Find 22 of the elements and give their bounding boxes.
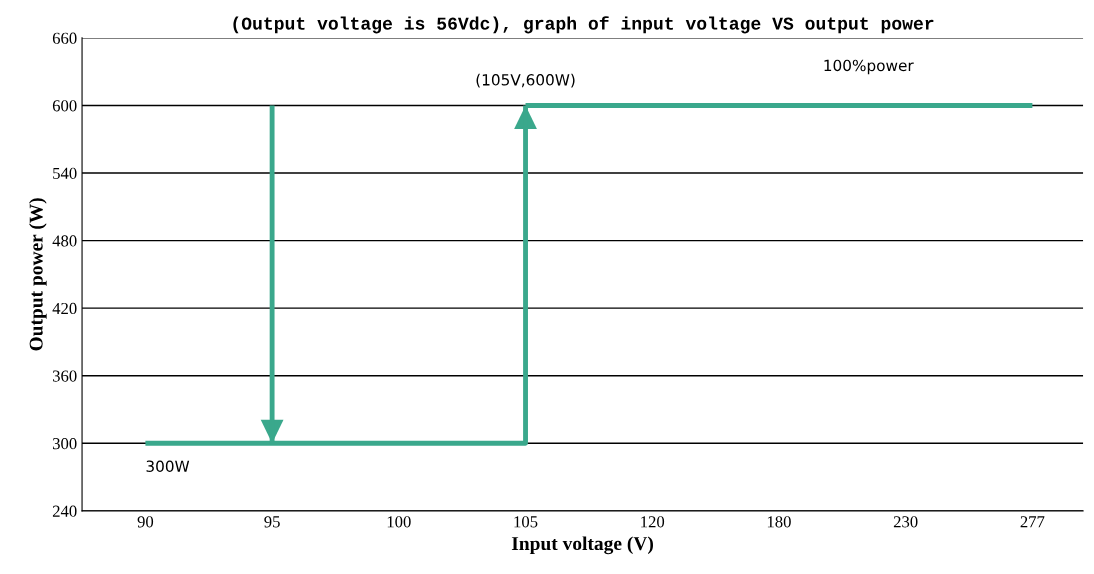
y-axis-title: Output power (W): [29, 198, 47, 351]
y-tick-label: 480: [52, 235, 77, 247]
y-tick-label: 240: [52, 505, 77, 517]
x-tick-label: 277: [1020, 516, 1045, 528]
x-tick-label: 95: [264, 516, 280, 528]
y-tick-label: 360: [52, 370, 77, 382]
x-tick-label: 230: [893, 516, 918, 528]
y-tick-label: 300: [52, 437, 77, 450]
annotation: 300W: [146, 460, 190, 473]
x-tick-label: 105: [514, 516, 538, 528]
x-axis-title: Input voltage (V): [511, 536, 653, 555]
chart-title: (Output voltage is 56Vdc), graph of input voltage VS output power: [233, 16, 934, 34]
x-tick-label: 120: [641, 516, 665, 528]
annotation: (105V,600W): [476, 73, 575, 88]
y-tick-label: 420: [52, 302, 77, 315]
x-tick-label: 180: [767, 516, 791, 528]
x-tick-label: 100: [387, 516, 411, 528]
y-tick-label: 540: [53, 167, 77, 179]
x-tick-label: 90: [137, 516, 154, 528]
y-tick-label: 660: [52, 32, 77, 44]
y-tick-label: 600: [52, 100, 77, 112]
annotation: 100%power: [824, 59, 914, 75]
